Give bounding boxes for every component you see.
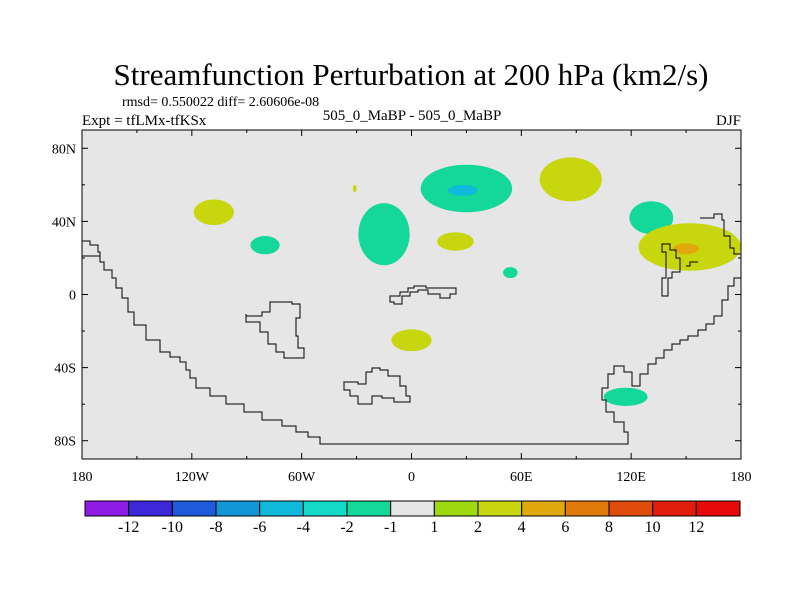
x-tick-label: 0 — [408, 470, 415, 485]
coastline-americas-west — [82, 240, 741, 445]
coastline-asia-east — [700, 213, 741, 255]
colorbar-label: -10 — [162, 519, 183, 536]
colorbar-label: 8 — [605, 519, 613, 536]
colorbar-label: -6 — [253, 519, 266, 536]
colorbar-label: -2 — [340, 519, 353, 536]
colorbar-swatch — [433, 500, 479, 517]
anomaly-region-4 — [358, 203, 410, 266]
anomaly-region-2 — [250, 236, 280, 255]
colorbar-swatch — [477, 500, 523, 517]
colorbar-label: -12 — [118, 519, 139, 536]
colorbar-label: -4 — [297, 519, 310, 536]
plot-background — [82, 130, 741, 459]
colorbar-swatch — [521, 500, 566, 517]
coastline-island-b — [343, 367, 411, 405]
y-tick-label: 40N — [52, 215, 76, 230]
y-axis: 80N 40N 0 40S 80S — [52, 142, 741, 450]
colorbar-label: -1 — [384, 519, 397, 536]
y-tick-label: 80N — [52, 142, 76, 157]
colorbar-swatch — [390, 500, 435, 517]
colorbar-swatch — [128, 500, 173, 517]
colorbar-label: 1 — [430, 519, 438, 536]
x-tick-label: 180 — [731, 470, 752, 485]
x-axis: 180 120W 60W 0 60E 120E 180 — [72, 130, 752, 485]
colorbar: -12 -10 -8 -6 -4 -2 -1 1 2 4 6 8 10 12 — [84, 500, 741, 536]
colorbar-label: 12 — [688, 519, 704, 536]
colorbar-swatch — [302, 500, 348, 517]
colorbar-swatch — [346, 500, 392, 517]
anomaly-region-14 — [603, 387, 648, 406]
y-tick-label: 0 — [69, 289, 76, 304]
colorbar-label: 10 — [645, 519, 661, 536]
colorbar-swatch — [171, 500, 217, 517]
anomaly-region-8 — [503, 267, 518, 279]
colorbar-label: 6 — [561, 519, 569, 536]
colorbar-label: 2 — [474, 519, 482, 536]
anomaly-region-3 — [352, 184, 357, 193]
x-tick-label: 60W — [288, 470, 316, 485]
colorbar-swatch — [259, 500, 304, 517]
colorbar-swatch — [695, 500, 741, 517]
coastline-americas-east — [82, 255, 101, 262]
x-tick-label: 120W — [175, 470, 210, 485]
x-tick-label: 120E — [616, 470, 646, 485]
coastline-island-a — [389, 285, 457, 305]
season-label: DJF — [716, 113, 741, 129]
colorbar-swatch — [652, 500, 697, 517]
anomaly-region-6 — [448, 184, 478, 196]
colorbar-swatch — [564, 500, 610, 517]
chart-title: Streamfunction Perturbation at 200 hPa (… — [114, 57, 709, 92]
colorbar-label: -8 — [209, 519, 222, 536]
y-tick-label: 40S — [54, 362, 76, 377]
anomaly-layer — [193, 157, 741, 406]
colorbar-swatch — [215, 500, 261, 517]
map-plot: 180 120W 60W 0 60E 120E 180 80N 40N 0 40S 80S — [52, 129, 752, 485]
colorbar-label: 4 — [518, 519, 526, 536]
anomaly-region-13 — [391, 329, 432, 352]
stats-text: rmsd= 0.550022 diff= 2.60606e-08 — [122, 95, 319, 110]
anomaly-region-9 — [539, 157, 602, 202]
x-tick-label: 180 — [72, 470, 93, 485]
coastline-asia-island — [661, 243, 681, 297]
coastline-asia-south — [686, 261, 698, 267]
anomaly-region-12 — [673, 243, 699, 255]
expt-label: Expt = tfLMx-tfKSx — [82, 113, 207, 129]
coastline-eurasia-west — [245, 301, 305, 359]
subtitle: 505_0_MaBP - 505_0_MaBP — [323, 108, 502, 124]
colorbar-swatch — [84, 500, 130, 517]
y-tick-label: 80S — [54, 435, 76, 450]
anomaly-region-7 — [437, 232, 474, 251]
coastlines — [82, 213, 741, 445]
anomaly-region-1 — [193, 199, 234, 226]
anomaly-region-10 — [629, 201, 674, 235]
x-tick-label: 60E — [510, 470, 533, 485]
colorbar-swatch — [608, 500, 654, 517]
